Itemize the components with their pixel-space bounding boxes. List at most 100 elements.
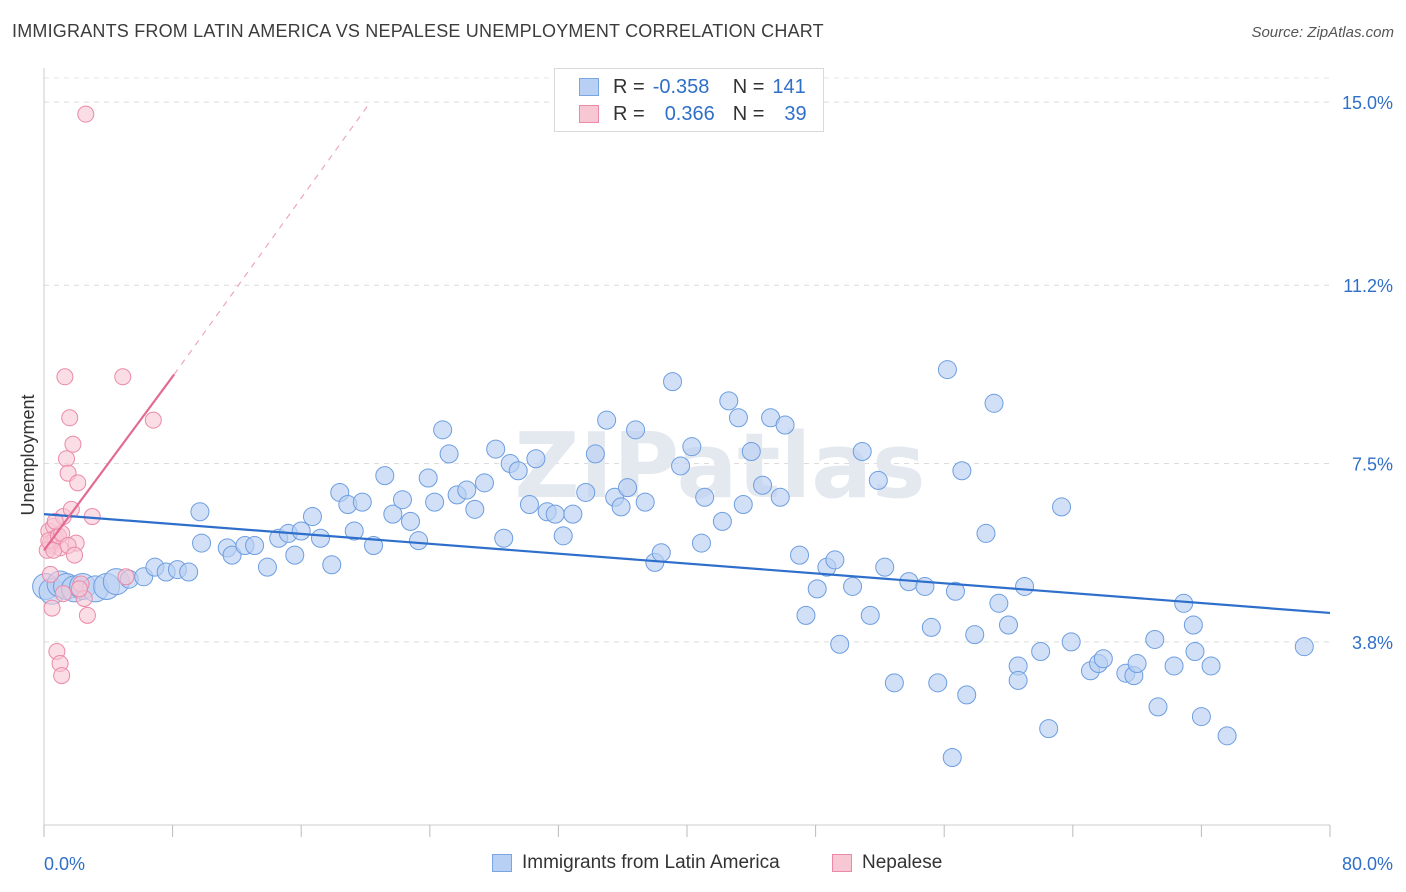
data-point-latin-america: [439, 444, 459, 464]
data-point-latin-america: [190, 502, 210, 522]
data-point-latin-america: [695, 487, 715, 507]
data-point-latin-america: [1185, 642, 1205, 662]
data-point-latin-america: [875, 557, 895, 577]
data-point-latin-america: [999, 615, 1018, 635]
data-point-latin-america: [712, 511, 732, 531]
data-point-latin-america: [585, 444, 605, 464]
data-point-latin-america: [965, 625, 985, 645]
data-point-latin-america: [409, 531, 429, 551]
data-point-latin-america: [465, 499, 485, 519]
data-point-nepalese: [58, 450, 76, 468]
data-point-latin-america: [937, 360, 957, 380]
data-point-latin-america: [775, 415, 795, 435]
data-point-latin-america: [383, 504, 403, 524]
data-point-nepalese: [70, 580, 88, 598]
data-point-latin-america: [770, 487, 790, 507]
watermark: ZIPatlas: [514, 414, 925, 519]
x-tick-label: 0.0%: [44, 854, 85, 874]
data-point-latin-america: [1093, 649, 1113, 669]
y-axis-label: Unemployment: [18, 394, 38, 515]
data-point-latin-america: [418, 468, 438, 488]
data-point-latin-america: [719, 391, 739, 411]
data-point-latin-america: [989, 593, 1009, 613]
data-point-latin-america: [553, 526, 573, 546]
data-point-latin-america: [474, 473, 494, 493]
data-point-latin-america: [952, 461, 972, 481]
data-point-latin-america: [976, 523, 996, 543]
legend-n-label: N =: [732, 102, 765, 125]
bottom-legend-swatch-blue: [492, 854, 512, 872]
data-point-latin-america: [1164, 656, 1184, 676]
legend-n-value: 39: [784, 102, 807, 125]
data-point-nepalese: [53, 667, 71, 685]
x-tick-label: 80.0%: [1342, 854, 1393, 874]
data-point-latin-america: [921, 617, 941, 637]
legend-row-latin-america: R = -0.358 N = 141: [579, 75, 806, 99]
legend-row-nepalese: R = 0.366 N = 39: [579, 102, 807, 126]
legend-n-label: N =: [732, 75, 765, 98]
legend-swatch-blue: [579, 78, 599, 96]
data-point-latin-america: [942, 748, 962, 768]
data-point-latin-america: [179, 562, 199, 582]
data-point-nepalese: [69, 474, 87, 492]
data-point-latin-america: [825, 550, 845, 570]
data-point-latin-america: [663, 372, 683, 392]
data-point-latin-america: [1217, 726, 1237, 746]
data-point-nepalese: [66, 546, 84, 564]
data-point-latin-america: [375, 466, 395, 486]
data-point-latin-america: [651, 543, 671, 563]
trendlines: [43, 101, 1331, 615]
data-point-latin-america: [852, 442, 872, 461]
data-point-latin-america: [457, 480, 477, 500]
y-tick-label: 15.0%: [1342, 93, 1393, 113]
data-point-latin-america: [401, 511, 421, 531]
y-tick-label: 7.5%: [1352, 455, 1393, 475]
data-point-latin-america: [192, 533, 212, 553]
data-point-latin-america: [682, 437, 702, 457]
data-point-latin-america: [1039, 719, 1059, 739]
data-point-latin-america: [868, 470, 888, 490]
tick-labels: 3.8% 7.5% 11.2% 15.0% 0.0% 80.0% Unemployment: [18, 93, 1393, 874]
legend-r-value: 0.366: [664, 102, 715, 125]
data-point-latin-america: [984, 393, 1004, 413]
data-point-latin-america: [344, 521, 364, 541]
chart-title: IMMIGRANTS FROM LATIN AMERICA VS NEPALES…: [12, 21, 824, 41]
y-tick-label: 3.8%: [1352, 633, 1393, 653]
data-point-latin-america: [807, 579, 827, 599]
data-point-latin-america: [494, 528, 514, 548]
data-point-latin-america: [945, 581, 965, 601]
data-point-latin-america: [1127, 654, 1147, 674]
data-point-nepalese: [77, 105, 95, 123]
data-point-nepalese: [144, 411, 162, 429]
data-point-latin-america: [1052, 497, 1072, 517]
bottom-legend-label: Nepalese: [862, 852, 943, 873]
data-point-latin-america: [508, 461, 528, 481]
data-point-latin-america: [1183, 615, 1203, 635]
data-point-nepalese: [54, 585, 72, 603]
data-point-latin-america: [352, 492, 372, 512]
trendline-latin-america: [43, 513, 1331, 615]
legend-n-value: 141: [772, 75, 806, 98]
chart-source: Source: ZipAtlas.com: [1251, 24, 1394, 41]
data-points: [32, 105, 1314, 768]
data-point-latin-america: [597, 410, 617, 430]
data-point-latin-america: [790, 545, 810, 565]
data-point-latin-america: [884, 673, 904, 693]
data-point-latin-america: [392, 490, 412, 510]
data-point-latin-america: [302, 507, 322, 527]
data-point-latin-america: [526, 449, 546, 469]
data-point-latin-america: [1061, 632, 1081, 652]
data-point-latin-america: [1031, 642, 1051, 662]
data-point-latin-america: [563, 504, 583, 524]
y-tick-label: 11.2%: [1343, 276, 1393, 296]
data-point-latin-america: [671, 456, 691, 476]
data-point-latin-america: [1294, 637, 1314, 657]
data-point-latin-america: [245, 535, 265, 555]
data-point-latin-america: [1201, 656, 1221, 676]
data-point-latin-america: [222, 545, 242, 565]
data-point-latin-america: [1145, 629, 1165, 649]
data-point-latin-america: [691, 533, 711, 553]
data-point-latin-america: [433, 420, 453, 440]
data-point-latin-america: [322, 555, 342, 575]
data-point-nepalese: [64, 435, 82, 453]
